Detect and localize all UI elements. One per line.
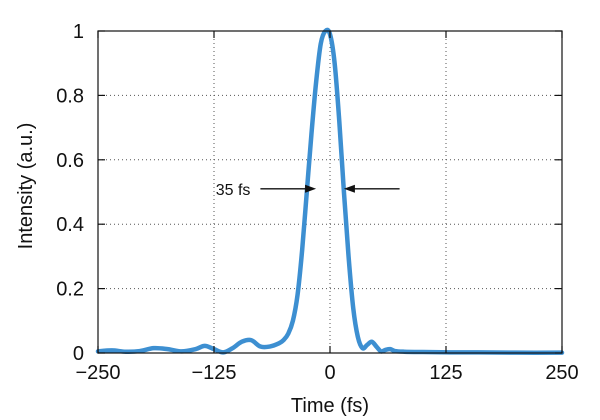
y-tick-label: 0.6 [56, 150, 84, 172]
y-tick-label: 0.4 [56, 214, 84, 236]
y-tick-label: 0.2 [56, 279, 84, 301]
y-axis-title: Intensity (a.u.) [15, 123, 37, 250]
x-tick-label: −250 [75, 362, 120, 384]
y-tick-label: 0 [73, 343, 84, 365]
y-tick-label: 1 [73, 21, 84, 43]
x-tick-label: −125 [191, 362, 236, 384]
annotation: 35 fs [216, 182, 400, 199]
series-layer [95, 27, 565, 355]
axis-ticks: −250 −125 0 125 250 0 0.2 0.4 0.6 0.8 1 [56, 21, 579, 384]
x-axis-title: Time (fs) [291, 395, 369, 417]
series-line [95, 27, 565, 355]
x-tick-label: 0 [324, 362, 335, 384]
x-tick-label: 250 [545, 362, 578, 384]
fwhm-label: 35 fs [216, 182, 251, 199]
grid [98, 31, 562, 353]
fwhm-right-arrowhead [343, 184, 355, 193]
y-tick-label: 0.8 [56, 85, 84, 107]
x-tick-label: 125 [429, 362, 462, 384]
fwhm-left-arrowhead [305, 184, 317, 193]
